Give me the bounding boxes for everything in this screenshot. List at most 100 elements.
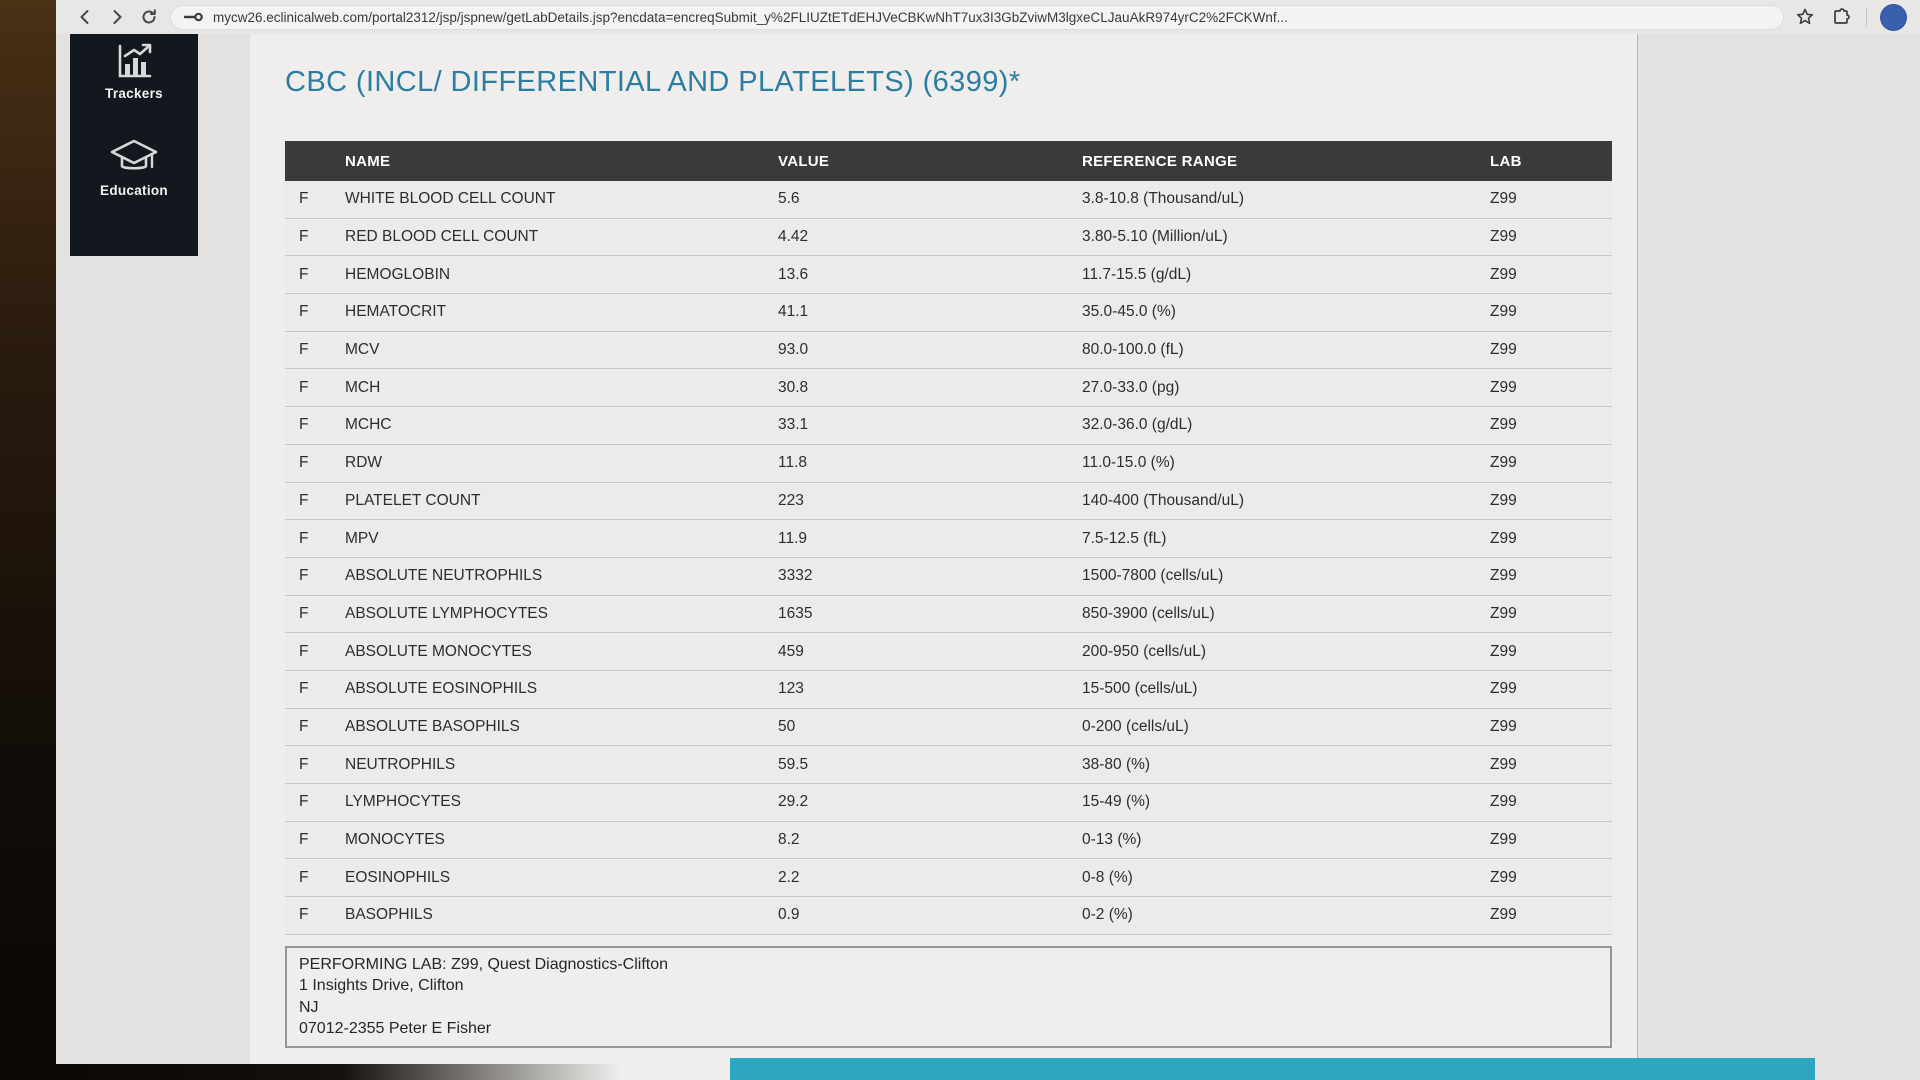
performing-lab-line: PERFORMING LAB: Z99, Quest Diagnostics-C…	[299, 955, 668, 973]
table-row: F MCV 93.0 80.0-100.0 (fL) Z99	[285, 331, 1612, 370]
performing-lab-box: PERFORMING LAB: Z99, Quest Diagnostics-C…	[285, 946, 1612, 1048]
cell-lab: Z99	[1490, 303, 1517, 321]
lab-details-panel: CBC (INCL/ DIFFERENTIAL AND PLATELETS) (…	[250, 32, 1815, 1080]
cell-value: 8.2	[778, 831, 800, 849]
cell-name: NEUTROPHILS	[345, 755, 456, 773]
cell-range: 15-500 (cells/uL)	[1082, 680, 1198, 698]
cell-lab: Z99	[1490, 793, 1517, 811]
cell-range: 15-49 (%)	[1082, 793, 1151, 811]
cell-name: LYMPHOCYTES	[345, 793, 461, 811]
cell-flag: F	[299, 228, 309, 246]
cell-range: 0-2 (%)	[1082, 906, 1133, 924]
site-info-icon[interactable]	[184, 11, 204, 23]
cell-flag: F	[299, 454, 309, 472]
performing-lab-line: 07012-2355 Peter E Fisher	[299, 1020, 492, 1038]
sidebar-item-trackers[interactable]: Trackers	[105, 42, 163, 101]
cell-flag: F	[299, 529, 309, 547]
cell-value: 30.8	[778, 378, 809, 396]
cell-value: 223	[778, 491, 804, 509]
cell-name: MPV	[345, 529, 379, 547]
cell-lab: Z99	[1490, 378, 1517, 396]
sidebar-item-education[interactable]: Education	[100, 137, 168, 198]
education-cap-icon	[108, 137, 160, 179]
performing-lab-line: 1 Insights Drive, Clifton	[299, 977, 464, 995]
table-row: F BASOPHILS 0.9 0-2 (%) Z99	[285, 897, 1612, 935]
sidebar: Trackers Education	[70, 32, 198, 256]
sidebar-item-label: Education	[100, 183, 168, 198]
cell-name: ABSOLUTE EOSINOPHILS	[345, 680, 538, 698]
url-text[interactable]: mycw26.eclinicalweb.com/portal2312/jsp/j…	[213, 9, 1288, 25]
extensions-icon[interactable]	[1830, 6, 1852, 28]
table-row: F NEUTROPHILS 59.5 38-80 (%) Z99	[285, 746, 1612, 784]
cell-flag: F	[299, 265, 309, 283]
cell-flag: F	[299, 906, 309, 924]
cell-range: 0-13 (%)	[1082, 831, 1142, 849]
page-title: CBC (INCL/ DIFFERENTIAL AND PLATELETS) (…	[285, 66, 1021, 98]
cell-value: 459	[778, 642, 804, 660]
cell-value: 4.42	[778, 228, 809, 246]
cell-value: 13.6	[778, 265, 809, 283]
cell-flag: F	[299, 604, 309, 622]
screen-bezel-left	[0, 0, 56, 1080]
cell-name: WHITE BLOOD CELL COUNT	[345, 190, 556, 208]
toolbar-divider	[1866, 8, 1867, 26]
address-bar[interactable]: mycw26.eclinicalweb.com/portal2312/jsp/j…	[170, 4, 1784, 30]
sidebar-item-label: Trackers	[105, 86, 163, 101]
cell-value: 59.5	[778, 755, 809, 773]
table-row: F MCHC 33.1 32.0-36.0 (g/dL) Z99	[285, 407, 1612, 445]
cell-lab: Z99	[1490, 604, 1517, 622]
table-row: F MCH 30.8 27.0-33.0 (pg) Z99	[285, 369, 1612, 408]
cell-range: 200-950 (cells/uL)	[1082, 642, 1207, 660]
browser-toolbar: mycw26.eclinicalweb.com/portal2312/jsp/j…	[56, 0, 1920, 34]
cell-range: 11.0-15.0 (%)	[1082, 454, 1175, 472]
cell-flag: F	[299, 680, 309, 698]
cell-lab: Z99	[1490, 491, 1517, 509]
cell-name: HEMATOCRIT	[345, 303, 447, 321]
cell-flag: F	[299, 567, 309, 585]
cell-range: 3.8-10.8 (Thousand/uL)	[1082, 190, 1244, 208]
cell-range: 27.0-33.0 (pg)	[1082, 378, 1180, 396]
cell-lab: Z99	[1490, 906, 1517, 924]
cell-lab: Z99	[1490, 454, 1517, 472]
trackers-chart-icon	[112, 42, 156, 82]
cell-flag: F	[299, 717, 309, 735]
cell-lab: Z99	[1490, 341, 1517, 359]
cell-lab: Z99	[1490, 228, 1517, 246]
cell-lab: Z99	[1490, 416, 1517, 434]
cell-value: 11.8	[778, 454, 808, 472]
cell-name: ABSOLUTE BASOPHILS	[345, 717, 520, 735]
cell-value: 5.6	[778, 190, 800, 208]
back-icon[interactable]	[74, 6, 96, 28]
table-row: F ABSOLUTE EOSINOPHILS 123 15-500 (cells/uL…	[285, 670, 1612, 709]
table-row: F WHITE BLOOD CELL COUNT 5.6 3.8-10.8 (Thou…	[285, 181, 1612, 219]
forward-icon[interactable]	[106, 6, 128, 28]
cell-range: 35.0-45.0 (%)	[1082, 303, 1176, 321]
cell-range: 0-8 (%)	[1082, 868, 1133, 886]
cell-value: 0.9	[778, 906, 800, 924]
table-row: F RED BLOOD CELL COUNT 4.42 3.80-5.10 (Mill…	[285, 218, 1612, 257]
cell-name: BASOPHILS	[345, 906, 433, 924]
table-row: F LYMPHOCYTES 29.2 15-49 (%) Z99	[285, 784, 1612, 822]
cell-value: 2.2	[778, 868, 800, 886]
cell-lab: Z99	[1490, 680, 1517, 698]
cell-value: 41.1	[778, 303, 809, 321]
table-row: F ABSOLUTE LYMPHOCYTES 1635 850-3900 (cells…	[285, 595, 1612, 634]
cell-lab: Z99	[1490, 755, 1517, 773]
reload-icon[interactable]	[138, 6, 160, 28]
cell-flag: F	[299, 378, 309, 396]
column-header-lab: LAB	[1490, 152, 1522, 170]
profile-avatar[interactable]	[1881, 4, 1906, 30]
cell-value: 29.2	[778, 793, 809, 811]
cell-name: ABSOLUTE NEUTROPHILS	[345, 567, 543, 585]
table-row: F MONOCYTES 8.2 0-13 (%) Z99	[285, 821, 1612, 860]
table-row: F ABSOLUTE MONOCYTES 459 200-950 (cells/uL)…	[285, 633, 1612, 671]
cell-value: 3332	[778, 567, 813, 585]
cell-flag: F	[299, 793, 309, 811]
cell-lab: Z99	[1490, 567, 1517, 585]
lab-table-body: F WHITE BLOOD CELL COUNT 5.6 3.8-10.8 (Thou…	[285, 181, 1612, 935]
lab-results-table: NAME VALUE REFERENCE RANGE LAB F WHITE BL…	[285, 141, 1612, 935]
bookmark-star-icon[interactable]	[1794, 6, 1816, 28]
cell-range: 140-400 (Thousand/uL)	[1082, 491, 1245, 509]
cell-range: 850-3900 (cells/uL)	[1082, 604, 1215, 622]
column-header-reference-range: REFERENCE RANGE	[1082, 152, 1238, 170]
